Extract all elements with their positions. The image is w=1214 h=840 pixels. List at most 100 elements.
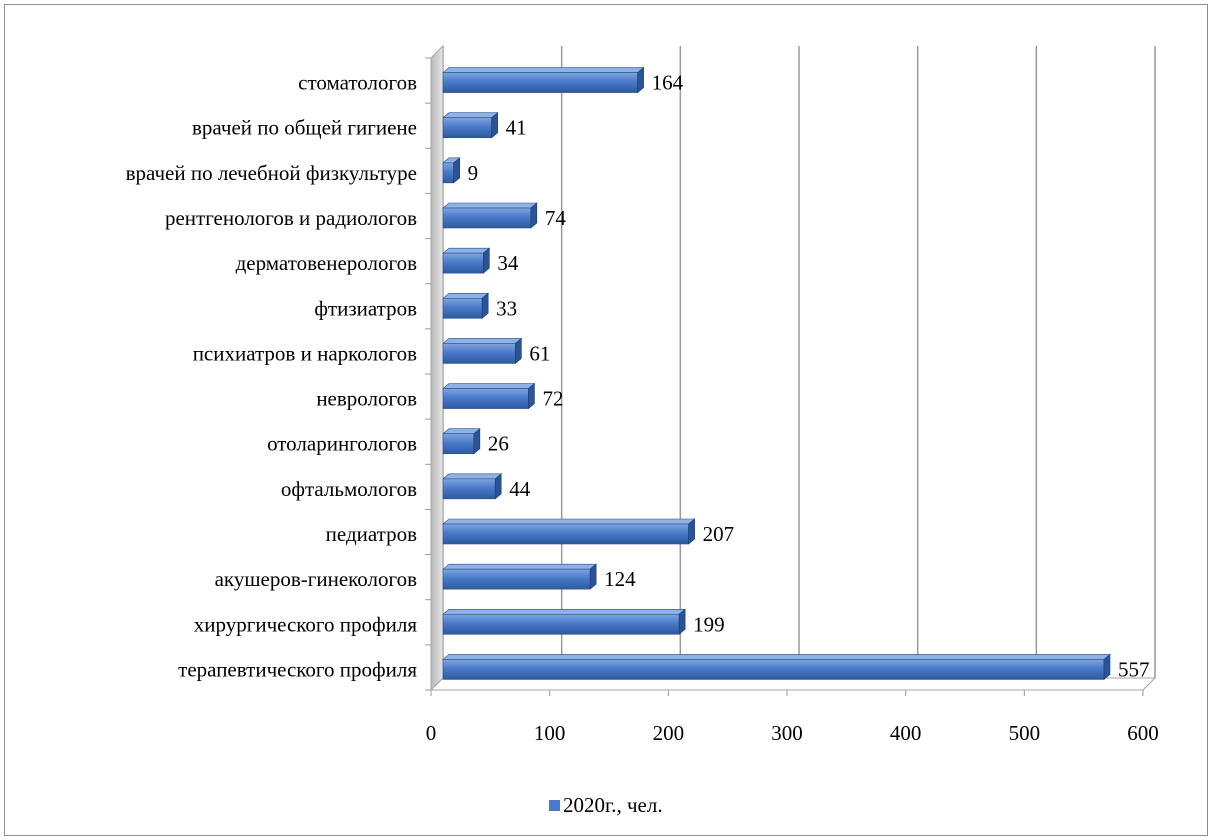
- data-label: 61: [529, 341, 550, 365]
- bar: [442, 337, 523, 365]
- left-wall: [430, 44, 444, 692]
- data-label: 557: [1118, 657, 1150, 681]
- x-tick-label: 300: [771, 721, 803, 745]
- x-tick-label: 200: [653, 721, 685, 745]
- bar-front: [442, 523, 689, 545]
- category-label: педиатров: [326, 522, 417, 546]
- bar-end: [481, 292, 489, 319]
- bar-front: [442, 162, 454, 184]
- bar-front: [442, 252, 484, 274]
- bar-front: [442, 297, 483, 319]
- bar-end: [453, 157, 460, 184]
- data-label: 74: [545, 206, 567, 230]
- bar: [442, 428, 481, 455]
- bar: [442, 518, 696, 545]
- bar-top: [442, 202, 538, 209]
- data-label: 124: [604, 567, 636, 591]
- bar-end: [515, 337, 522, 365]
- category-label: врачей по лечебной физкультуре: [126, 161, 417, 185]
- bar-top: [442, 518, 696, 525]
- category-label: хирургического профиля: [194, 612, 418, 636]
- bars: [442, 66, 1111, 681]
- category-label: врачей по общей гигиене: [192, 116, 417, 140]
- bar-front: [442, 388, 529, 409]
- labels: 0 100 200 300 400 500 600 164 стоматологов 41 врач…: [126, 71, 1159, 745]
- bar: [442, 382, 536, 410]
- category-label: психиатров и наркологов: [193, 341, 417, 365]
- category-label: стоматологов: [298, 71, 417, 95]
- data-label: 207: [703, 522, 735, 546]
- bar: [442, 112, 499, 139]
- bar-top: [442, 608, 686, 615]
- category-label: офтальмологов: [281, 477, 417, 501]
- bar: [442, 563, 597, 590]
- bar-top: [442, 112, 499, 119]
- bar: [442, 608, 686, 635]
- bar-end: [528, 382, 535, 410]
- data-label: 26: [488, 432, 509, 456]
- legend-swatch: [549, 800, 560, 811]
- gridlines: [425, 46, 1156, 696]
- bar-end: [688, 518, 695, 545]
- chart-frame: [4, 4, 1208, 836]
- axis-wall: [429, 44, 1157, 692]
- bar-top: [442, 473, 503, 480]
- bar: [442, 473, 503, 500]
- data-label: 164: [652, 71, 684, 95]
- bar: [442, 202, 538, 229]
- bar-top: [442, 383, 536, 389]
- bar-end: [494, 473, 502, 500]
- category-label: неврологов: [316, 387, 417, 411]
- bar: [442, 292, 489, 319]
- floor: [429, 677, 1157, 691]
- data-label: 199: [693, 612, 725, 636]
- bar-front: [442, 433, 475, 455]
- data-label: 72: [542, 387, 563, 411]
- bar-end: [530, 202, 538, 229]
- data-label: 44: [509, 477, 531, 501]
- legend: 2020г., чел.: [549, 793, 663, 817]
- bar-end: [637, 66, 644, 94]
- bar: [442, 653, 1111, 681]
- bar-top: [442, 338, 523, 344]
- bar-front: [442, 568, 591, 590]
- category-label: рентгенологов и радиологов: [165, 206, 417, 230]
- x-tick-label: 400: [890, 721, 922, 745]
- x-tick-label: 600: [1127, 721, 1159, 745]
- bar-end: [1103, 653, 1111, 681]
- data-label: 9: [468, 161, 479, 185]
- data-label: 41: [506, 116, 527, 140]
- bar: [442, 66, 645, 94]
- category-label: отоларингологов: [267, 432, 417, 456]
- bar-front: [442, 343, 516, 364]
- bar-top: [442, 563, 597, 570]
- bar-front: [442, 72, 638, 93]
- data-label: 33: [496, 296, 517, 320]
- bar-front: [442, 207, 532, 229]
- bar-end: [678, 608, 686, 635]
- legend-label: 2020г., чел.: [563, 793, 663, 817]
- bar-top: [442, 67, 645, 73]
- bar-end: [589, 563, 597, 590]
- bar-front: [442, 117, 492, 139]
- bar-front: [442, 478, 496, 500]
- bar-top: [442, 292, 489, 299]
- bar: [442, 157, 461, 184]
- category-label: дерматовенерологов: [236, 251, 417, 275]
- x-tick-label: 0: [426, 721, 437, 745]
- x-tick-label: 100: [534, 721, 566, 745]
- bar-front: [442, 613, 680, 635]
- data-label: 34: [497, 251, 519, 275]
- bar-top: [442, 247, 491, 254]
- category-label: акушеров-гинекологов: [215, 567, 417, 591]
- bar-end: [473, 428, 481, 455]
- bar: [442, 247, 491, 274]
- category-label: терапевтического профиля: [178, 657, 417, 681]
- category-label: фтизиатров: [314, 296, 417, 320]
- bar-end: [491, 112, 498, 139]
- bar-end: [483, 247, 490, 274]
- bar-front: [442, 659, 1105, 680]
- x-tick-label: 500: [1009, 721, 1041, 745]
- bar-top: [442, 654, 1111, 660]
